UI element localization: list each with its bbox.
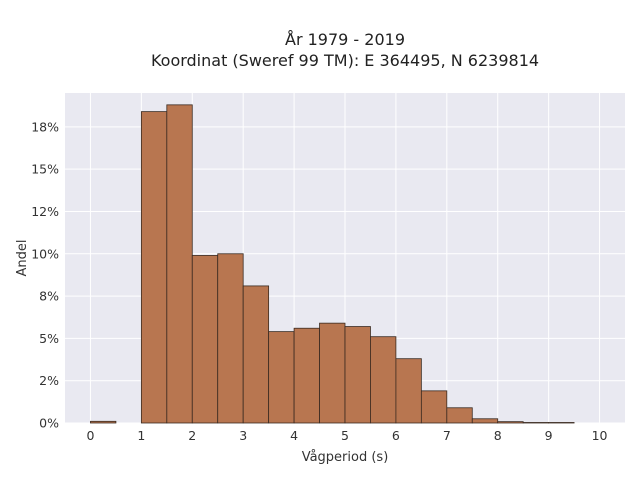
histogram-bar	[191, 255, 219, 424]
histogram-bar	[420, 390, 448, 424]
y-axis-ticks: 0% 2% 5% 8% 10% 12% 15% 18%	[31, 119, 59, 430]
x-axis-label: Vågperiod (s)	[302, 450, 389, 465]
chart-title: År 1979 - 2019	[285, 30, 405, 49]
y-tick-label: 10%	[31, 246, 59, 261]
x-tick-label: 3	[239, 428, 247, 443]
y-axis-label: Andel	[15, 240, 30, 277]
histogram-bar	[268, 331, 295, 424]
x-tick-label: 9	[545, 428, 553, 443]
histogram-bar	[90, 420, 117, 424]
histogram-bar	[395, 358, 422, 424]
histogram-bar	[344, 326, 371, 424]
x-tick-label: 2	[188, 428, 196, 443]
x-axis-ticks: 0 1 2 3 4 5 6 7 8 9 10	[86, 428, 607, 443]
x-tick-label: 5	[341, 428, 349, 443]
x-tick-label: 7	[443, 428, 451, 443]
histogram-bar	[242, 285, 270, 424]
histogram-bar	[217, 253, 244, 424]
histogram-bar	[140, 111, 168, 424]
y-tick-label: 8%	[39, 289, 59, 304]
histogram-bar	[319, 322, 346, 424]
histogram-bar	[446, 407, 473, 424]
histogram-bar	[166, 104, 193, 424]
histogram-bar	[293, 327, 320, 424]
histogram-bar	[370, 336, 397, 424]
x-tick-label: 4	[290, 428, 298, 443]
x-tick-label: 0	[86, 428, 94, 443]
y-tick-label: 18%	[31, 119, 59, 134]
y-tick-label: 15%	[31, 162, 59, 177]
x-tick-label: 1	[137, 428, 145, 443]
y-tick-label: 2%	[39, 373, 59, 388]
x-tick-label: 6	[392, 428, 400, 443]
x-tick-label: 8	[494, 428, 502, 443]
histogram-bar	[548, 422, 575, 424]
histogram-bar	[497, 421, 524, 424]
x-tick-label: 10	[592, 428, 608, 443]
y-tick-label: 12%	[31, 204, 59, 219]
y-tick-label: 0%	[39, 416, 59, 431]
bars	[90, 104, 575, 424]
histogram-bar	[471, 418, 499, 424]
y-tick-label: 5%	[39, 331, 59, 346]
chart-subtitle: Koordinat (Sweref 99 TM): E 364495, N 62…	[151, 51, 539, 70]
histogram-bar	[522, 422, 550, 424]
